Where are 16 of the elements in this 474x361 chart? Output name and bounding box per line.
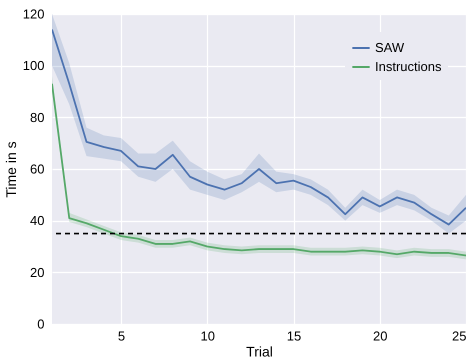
y-axis-title: Time in s — [2, 141, 19, 198]
y-tick-label: 80 — [30, 110, 44, 125]
x-tick-label: 5 — [118, 328, 126, 344]
y-tick-label: 20 — [30, 264, 44, 280]
x-tick-label: 20 — [373, 328, 388, 344]
legend-label: SAW — [375, 40, 405, 55]
y-tick-label: 40 — [30, 213, 44, 228]
y-tick-label: 100 — [22, 58, 44, 74]
x-tick-label: 15 — [286, 328, 302, 344]
x-axis-title: Trial — [246, 344, 273, 360]
x-tick-label: 10 — [200, 328, 215, 344]
y-tick-label: 60 — [30, 162, 44, 176]
y-tick-label: 120 — [22, 6, 44, 22]
x-tick-label: 25 — [452, 328, 466, 344]
y-tick-label: 0 — [37, 316, 44, 332]
legend-label: Instructions — [375, 59, 442, 74]
